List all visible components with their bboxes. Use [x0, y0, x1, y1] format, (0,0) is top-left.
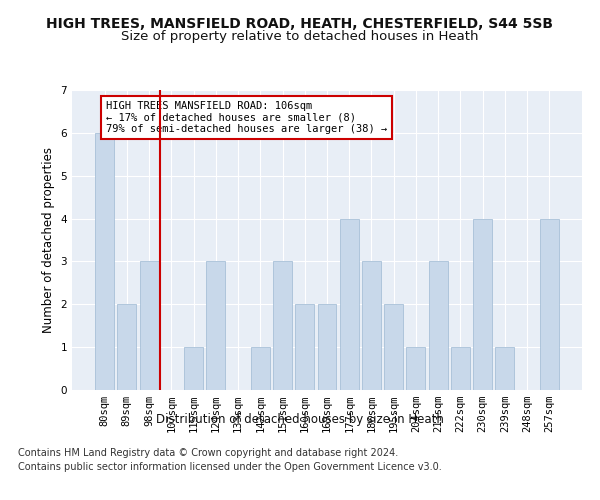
Text: HIGH TREES, MANSFIELD ROAD, HEATH, CHESTERFIELD, S44 5SB: HIGH TREES, MANSFIELD ROAD, HEATH, CHEST… [47, 18, 554, 32]
Bar [95, 133, 114, 390]
Bar [362, 262, 381, 390]
Text: HIGH TREES MANSFIELD ROAD: 106sqm
← 17% of detached houses are smaller (8)
79% o: HIGH TREES MANSFIELD ROAD: 106sqm ← 17% … [106, 100, 387, 134]
Bar [251, 347, 270, 390]
Bar [473, 218, 492, 390]
Bar [206, 262, 225, 390]
Bar [140, 262, 158, 390]
Text: Contains public sector information licensed under the Open Government Licence v3: Contains public sector information licen… [18, 462, 442, 472]
Bar [451, 347, 470, 390]
Bar [406, 347, 425, 390]
Bar [340, 218, 359, 390]
Bar [496, 347, 514, 390]
Text: Contains HM Land Registry data © Crown copyright and database right 2024.: Contains HM Land Registry data © Crown c… [18, 448, 398, 458]
Text: Distribution of detached houses by size in Heath: Distribution of detached houses by size … [156, 412, 444, 426]
Bar [295, 304, 314, 390]
Text: Size of property relative to detached houses in Heath: Size of property relative to detached ho… [121, 30, 479, 43]
Bar [384, 304, 403, 390]
Bar [118, 304, 136, 390]
Bar [184, 347, 203, 390]
Y-axis label: Number of detached properties: Number of detached properties [42, 147, 55, 333]
Bar [317, 304, 337, 390]
Bar [273, 262, 292, 390]
Bar [540, 218, 559, 390]
Bar [429, 262, 448, 390]
